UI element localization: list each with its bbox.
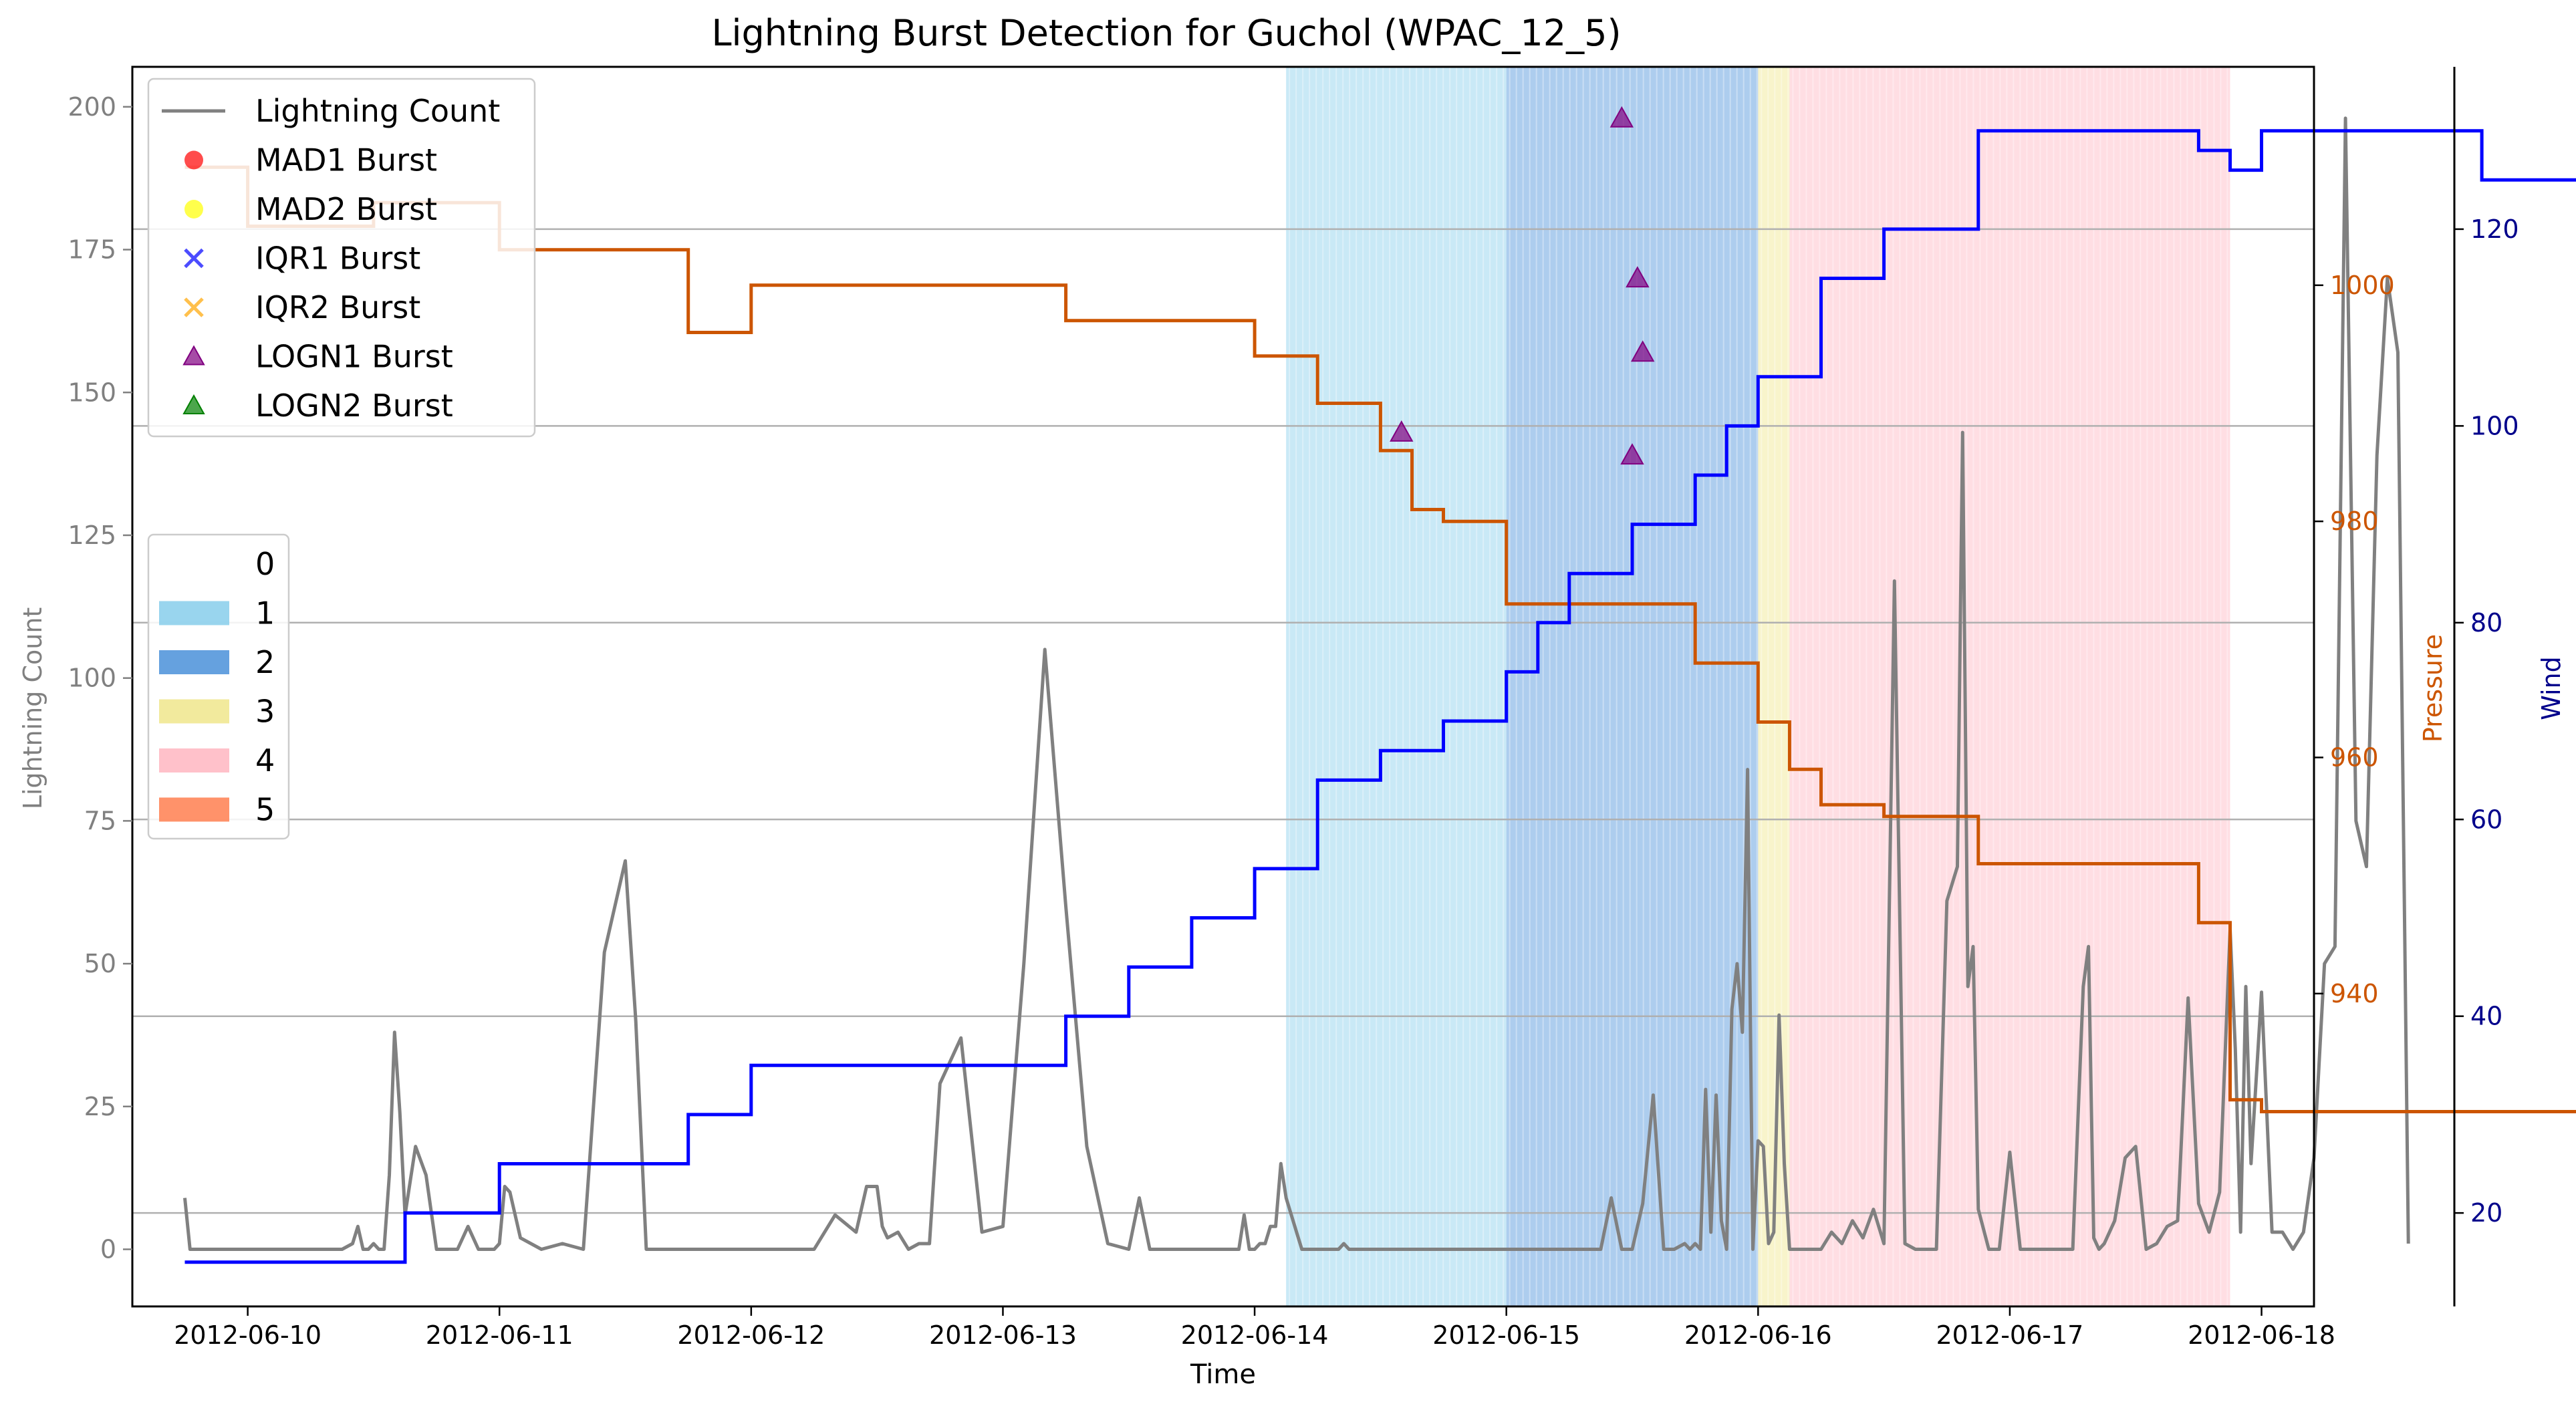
pressure-axis-label: Pressure <box>2418 634 2448 742</box>
lightning-tick-label: 100 <box>68 664 116 693</box>
legend-category-swatch <box>159 798 229 822</box>
legend-category-label: 2 <box>255 644 275 680</box>
legend-category-swatch <box>159 552 229 576</box>
lightning-tick-label: 175 <box>68 235 116 265</box>
legend-series-label: IQR1 Burst <box>255 241 420 277</box>
x-tick-label: 2012-06-14 <box>1181 1320 1329 1350</box>
x-tick-label: 2012-06-13 <box>929 1320 1077 1350</box>
pressure-tick-label: 980 <box>2330 507 2379 536</box>
x-tick-label: 2012-06-11 <box>426 1320 573 1350</box>
wind-tick-label: 120 <box>2470 215 2519 244</box>
legend-series-label: Lightning Count <box>255 93 500 129</box>
pressure-tick-label: 960 <box>2330 743 2379 772</box>
legend-category-swatch <box>159 601 229 625</box>
lightning-tick-label: 25 <box>84 1092 116 1121</box>
wind-tick-label: 100 <box>2470 411 2519 440</box>
lightning-tick-label: 200 <box>68 92 116 122</box>
x-axis-label: Time <box>1190 1359 1256 1390</box>
legend-category-label: 3 <box>255 694 275 730</box>
wind-tick-label: 60 <box>2470 805 2502 834</box>
legend-series-label: LOGN2 Burst <box>255 388 453 424</box>
legend-series-label: MAD1 Burst <box>255 142 437 178</box>
series-legend: Lightning Count MAD1 Burst MAD2 Burst IQR1 … <box>148 79 535 436</box>
chart-title: Lightning Burst Detection for Guchol (WP… <box>711 12 1621 54</box>
pressure-tick-label: 940 <box>2330 979 2379 1008</box>
pressure-tick-label: 1000 <box>2330 271 2395 300</box>
lightning-tick-label: 125 <box>68 521 116 550</box>
legend-circle-marker <box>184 200 203 219</box>
category-legend: 0 1 2 3 4 5 <box>148 535 289 839</box>
legend-category-swatch <box>159 700 229 724</box>
x-tick-label: 2012-06-18 <box>2188 1320 2335 1350</box>
legend-category-swatch <box>159 748 229 772</box>
category-band-4 <box>1789 67 2230 1306</box>
legend-circle-marker <box>184 151 203 170</box>
x-tick-label: 2012-06-17 <box>1936 1320 2084 1350</box>
category-band-2 <box>1507 67 1759 1306</box>
x-tick-label: 2012-06-10 <box>174 1320 321 1350</box>
category-band-3 <box>1758 67 1789 1306</box>
x-tick-label: 2012-06-16 <box>1684 1320 1832 1350</box>
legend-category-label: 4 <box>255 742 275 779</box>
lightning-tick-label: 0 <box>100 1235 116 1264</box>
x-tick-label: 2012-06-15 <box>1432 1320 1580 1350</box>
lightning-tick-label: 150 <box>68 378 116 407</box>
x-tick-label: 2012-06-12 <box>677 1320 825 1350</box>
legend-category-label: 1 <box>255 595 275 631</box>
lightning-axis-label: Lightning Count <box>18 607 47 810</box>
lightning-tick-label: 75 <box>84 806 116 835</box>
legend-series-label: MAD2 Burst <box>255 191 437 227</box>
wind-tick-label: 20 <box>2470 1198 2502 1228</box>
legend-series-label: LOGN1 Burst <box>255 339 453 375</box>
legend-series-label: IQR2 Burst <box>255 289 420 325</box>
wind-tick-label: 80 <box>2470 608 2502 638</box>
legend-category-label: 5 <box>255 792 275 828</box>
lightning-tick-label: 50 <box>84 949 116 978</box>
legend-category-label: 0 <box>255 546 275 582</box>
wind-tick-label: 40 <box>2470 1002 2502 1031</box>
legend-category-swatch <box>159 650 229 674</box>
wind-axis-label: Wind <box>2537 656 2566 720</box>
